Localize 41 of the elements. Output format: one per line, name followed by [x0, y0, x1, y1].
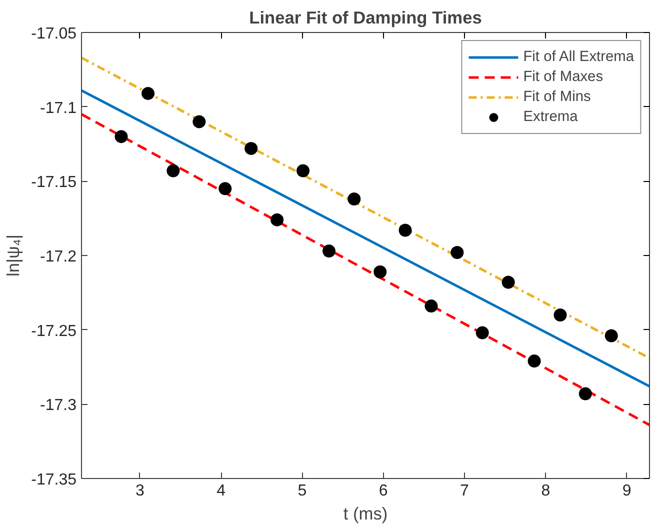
chart-title: Linear Fit of Damping Times — [249, 8, 482, 28]
legend-label: Fit of All Extrema — [523, 49, 634, 65]
point — [554, 308, 567, 322]
point — [218, 182, 232, 196]
point — [142, 86, 155, 100]
point — [114, 130, 128, 144]
point — [270, 213, 284, 226]
point — [322, 244, 336, 258]
legend-label: Fit of Mins — [523, 89, 591, 105]
y-axis-title: ln|ψ₄| — [3, 234, 24, 276]
point — [424, 300, 438, 313]
x-tick-label: 8 — [541, 482, 550, 500]
y-tick-label: -17.25 — [31, 322, 77, 340]
y-tick-label: -17.35 — [31, 472, 77, 488]
x-axis-title: t (ms) — [343, 504, 388, 524]
legend-label: Fit of Maxes — [523, 69, 604, 85]
point — [450, 246, 464, 260]
y-tick-label: -17.15 — [31, 174, 77, 192]
legend-label: Extrema — [523, 109, 578, 125]
y-tick-label: -17.3 — [40, 397, 77, 414]
point — [502, 276, 515, 289]
point — [398, 224, 412, 237]
point — [374, 265, 387, 278]
point — [604, 329, 618, 342]
point — [166, 164, 180, 178]
y-tick-label: -17.2 — [40, 248, 77, 266]
point — [244, 142, 258, 155]
point — [348, 192, 361, 206]
x-tick-label: 9 — [622, 482, 632, 500]
x-tick-label: 6 — [378, 482, 388, 500]
y-tick-label: -17.1 — [40, 100, 77, 117]
y-tick-label: -17.05 — [31, 26, 77, 42]
point — [528, 354, 541, 368]
x-tick-label: 4 — [216, 482, 226, 500]
x-tick-label: 5 — [298, 482, 307, 500]
point — [192, 115, 206, 128]
x-tick-label: 7 — [460, 482, 470, 500]
point — [476, 326, 489, 340]
point — [578, 387, 592, 400]
point — [296, 164, 310, 178]
x-tick-label: 3 — [135, 482, 144, 500]
